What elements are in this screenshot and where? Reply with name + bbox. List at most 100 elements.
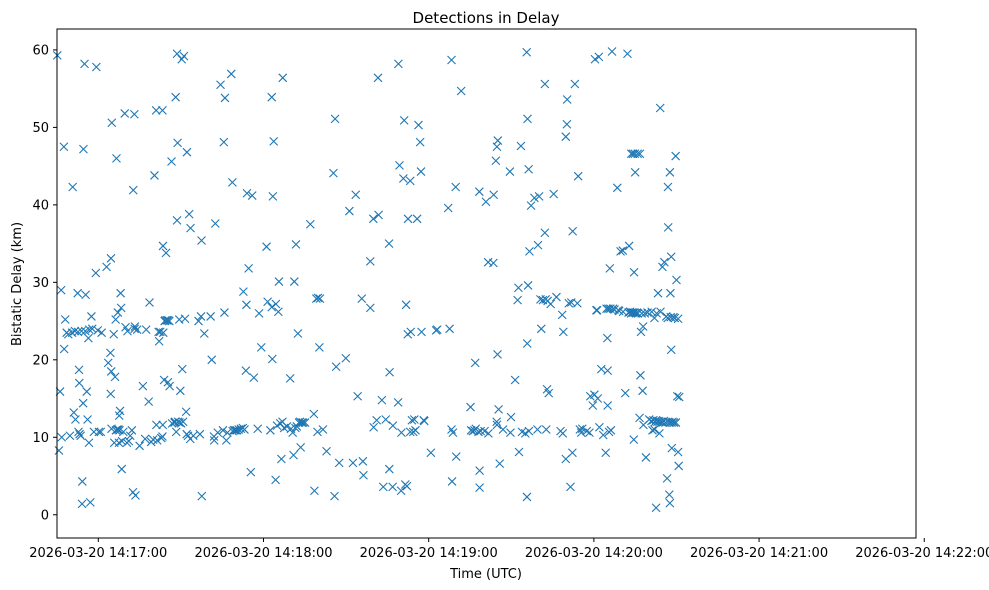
data-point: [533, 240, 543, 250]
data-point: [395, 160, 404, 170]
data-point: [285, 374, 295, 383]
data-point: [662, 473, 672, 483]
data-point: [384, 239, 394, 248]
data-point: [671, 418, 681, 427]
data-point: [638, 322, 648, 331]
data-point: [629, 435, 639, 444]
data-point: [289, 277, 299, 286]
data-point: [407, 415, 417, 425]
data-point: [91, 268, 101, 278]
data-point: [466, 425, 476, 435]
data-point: [415, 137, 425, 147]
data-point: [397, 428, 406, 438]
data-point: [481, 197, 491, 207]
data-point: [197, 491, 207, 501]
data-point: [373, 73, 383, 83]
data-point: [178, 417, 188, 427]
data-point: [594, 52, 604, 62]
data-point: [59, 344, 69, 354]
data-point: [558, 327, 568, 337]
data-point: [315, 294, 325, 303]
data-point: [516, 141, 526, 151]
data-point: [385, 367, 394, 377]
data-point: [443, 203, 453, 213]
data-point: [87, 324, 97, 334]
x-tick-label: 2026-03-20 14:21:00: [690, 546, 828, 561]
data-point: [65, 431, 75, 441]
detections-series: [52, 47, 684, 513]
data-point: [311, 294, 321, 303]
data-point: [267, 302, 277, 312]
data-point: [409, 415, 419, 424]
data-point: [365, 303, 375, 313]
data-point: [369, 422, 379, 432]
data-point: [636, 370, 645, 380]
data-point: [113, 308, 123, 317]
data-point: [152, 435, 162, 445]
data-point: [334, 458, 344, 468]
data-point: [524, 164, 534, 174]
data-point: [167, 157, 176, 166]
data-point: [566, 482, 575, 492]
data-point: [672, 275, 681, 285]
data-point: [165, 381, 174, 391]
data-point: [495, 459, 505, 469]
data-point: [524, 426, 534, 436]
data-point: [226, 69, 236, 79]
data-point: [381, 415, 391, 424]
data-point: [348, 458, 358, 468]
data-point: [107, 118, 117, 128]
data-point: [135, 441, 144, 451]
data-point: [523, 114, 532, 124]
data-point: [74, 365, 84, 375]
data-point: [484, 429, 493, 438]
data-point: [77, 326, 86, 336]
data-point: [240, 425, 249, 434]
data-point: [540, 79, 550, 89]
data-point: [650, 425, 659, 434]
data-point: [590, 54, 600, 64]
data-point: [318, 425, 328, 434]
data-point: [213, 428, 223, 438]
data-point: [94, 427, 104, 437]
data-point: [667, 443, 677, 453]
chart-title: Detections in Delay: [413, 9, 560, 27]
data-point: [268, 191, 278, 201]
data-point: [401, 300, 411, 310]
data-point: [663, 222, 673, 232]
data-point: [220, 93, 230, 103]
data-point: [173, 138, 182, 148]
data-point: [138, 381, 148, 391]
x-axis: 2026-03-20 14:17:00 2026-03-20 14:18:00 20…: [29, 538, 989, 561]
data-point: [666, 345, 676, 355]
data-point: [510, 375, 520, 385]
data-point: [116, 303, 126, 313]
data-point: [630, 167, 640, 177]
data-point: [585, 428, 594, 438]
data-point: [573, 171, 583, 181]
data-point: [74, 378, 84, 388]
data-point: [588, 401, 598, 410]
data-point: [417, 327, 426, 337]
y-tick-label: 20: [32, 353, 49, 368]
data-point: [179, 51, 189, 61]
plot-frame: [56, 28, 917, 539]
data-point: [636, 327, 646, 337]
data-point: [612, 183, 622, 193]
x-tick-label: 2026-03-20 14:20:00: [525, 546, 663, 561]
data-point: [522, 492, 532, 502]
data-point: [618, 246, 628, 255]
data-point: [236, 424, 246, 434]
data-point: [601, 448, 611, 458]
data-point: [591, 305, 601, 315]
data-point: [196, 312, 206, 321]
data-point: [412, 214, 422, 224]
data-point: [447, 477, 457, 486]
data-point: [534, 191, 544, 201]
data-point: [116, 288, 125, 298]
data-point: [267, 92, 277, 102]
data-point: [71, 415, 80, 424]
data-point: [85, 497, 95, 507]
data-point: [296, 442, 306, 452]
data-point: [648, 425, 657, 435]
